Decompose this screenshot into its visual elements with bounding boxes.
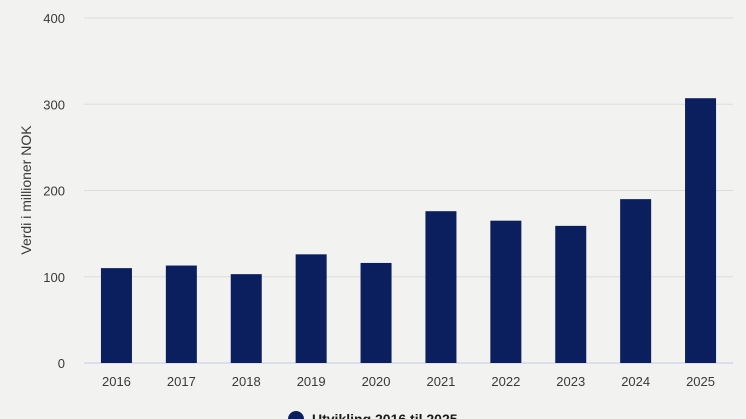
x-tick-label: 2025 [686,374,715,389]
x-tick-label: 2016 [102,374,131,389]
x-tick-label: 2021 [426,374,455,389]
x-tick-label: 2024 [621,374,650,389]
x-tick-label: 2017 [167,374,196,389]
bar-2021[interactable] [425,211,457,363]
y-tick-label: 0 [58,356,65,371]
y-tick-label: 200 [43,184,65,199]
x-tick-label: 2023 [556,374,585,389]
bar-2024[interactable] [620,199,652,363]
bars [100,98,717,364]
bar-2018[interactable] [230,274,262,363]
x-axis-ticks: 2016 2017 2018 2019 2020 2021 2022 2023 2024 2025 [102,374,715,389]
y-tick-label: 300 [43,97,65,112]
x-tick-label: 2020 [362,374,391,389]
legend-label: Utvikling 2016 til 2025 [312,411,458,419]
bar-2025[interactable] [685,98,717,364]
bar-2017[interactable] [165,265,197,363]
bar-2020[interactable] [360,262,392,363]
x-tick-label: 2018 [232,374,261,389]
bar-2019[interactable] [295,254,327,363]
legend-marker [288,411,304,419]
legend[interactable]: Utvikling 2016 til 2025 [288,411,458,419]
x-tick-label: 2022 [491,374,520,389]
y-tick-label: 400 [43,11,65,26]
bar-2016[interactable] [100,268,132,363]
bar-2023[interactable] [555,225,587,363]
y-axis-title: Verdi i millioner NOK [18,125,34,255]
x-tick-label: 2019 [297,374,326,389]
bar-2022[interactable] [490,220,522,363]
y-axis-ticks: 0 100 200 300 400 [43,11,65,371]
y-tick-label: 100 [43,270,65,285]
